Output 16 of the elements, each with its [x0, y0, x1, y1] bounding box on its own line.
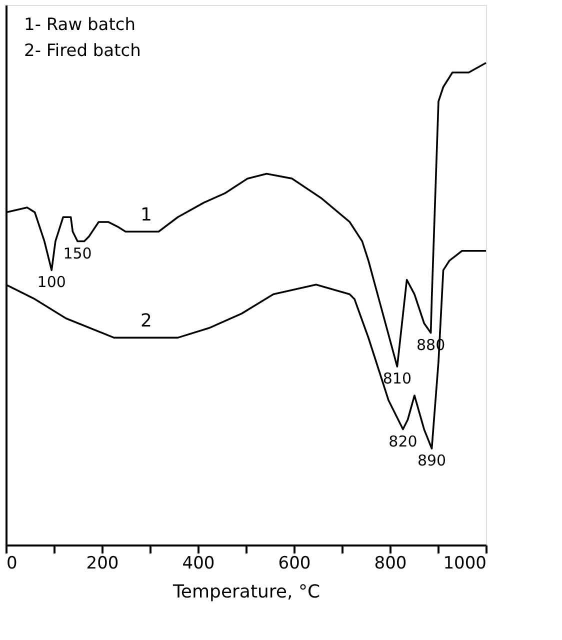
annotation: 890	[417, 452, 446, 470]
series-label: 1	[140, 204, 152, 226]
annotation: 810	[382, 370, 412, 388]
text: 2- Fired batch	[24, 41, 141, 61]
annotation: 100	[37, 273, 66, 292]
x-tick-label: 600	[278, 554, 311, 574]
x-tick-label: 1000	[443, 554, 486, 574]
x-tick-label: 200	[86, 554, 119, 574]
annotation: 820	[388, 432, 418, 450]
x-tick-label: 400	[182, 554, 215, 574]
x-tick-label: 800	[374, 554, 407, 574]
x-axis-title: Temperature, °C	[172, 582, 320, 602]
text: 1- Raw batch	[24, 15, 136, 35]
series-label: 2	[140, 310, 152, 332]
annotation: 150	[63, 244, 92, 262]
x-tick-label: 0	[6, 554, 18, 574]
